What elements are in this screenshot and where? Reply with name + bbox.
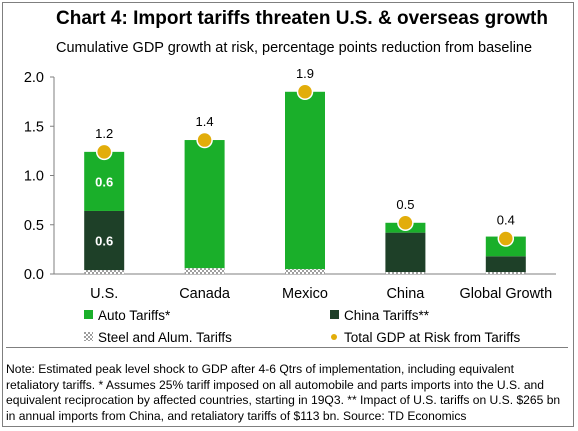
bar-segment-label: 0.6	[95, 174, 113, 189]
legend-swatch-total	[331, 334, 337, 340]
bar-steel	[84, 270, 125, 274]
x-tick-label: Global Growth	[459, 286, 552, 302]
total-label: 0.5	[396, 197, 414, 212]
x-tick-label: China	[386, 286, 425, 302]
total-marker	[497, 230, 515, 247]
chart-frame	[2, 2, 574, 427]
legend-label: China Tariffs**	[344, 308, 430, 323]
total-label: 1.2	[95, 126, 113, 141]
y-tick-label: 1.5	[24, 119, 44, 135]
chart-subtitle: Cumulative GDP growth at risk, percentag…	[56, 40, 533, 56]
bar-steel	[184, 268, 225, 274]
x-tick-label: Canada	[179, 286, 231, 302]
bar-china	[385, 232, 426, 273]
chart-title: Chart 4: Import tariffs threaten U.S. & …	[56, 8, 548, 29]
total-marker	[196, 131, 213, 149]
total-marker	[95, 143, 113, 161]
total-label: 1.4	[196, 114, 214, 129]
total-marker	[296, 83, 314, 101]
total-label: 1.9	[296, 66, 314, 81]
bar-segment-label: 0.6	[95, 234, 113, 249]
bar-steel	[485, 272, 526, 274]
total-marker	[397, 214, 414, 232]
bars: 0.6 0.6	[84, 91, 526, 274]
legend: Auto Tariffs* China Tariffs** Steel and Al…	[84, 308, 521, 345]
bar-auto	[285, 91, 325, 270]
bar-auto	[84, 151, 125, 211]
x-tick-label: Mexico	[282, 286, 328, 302]
legend-swatch-steel	[84, 332, 93, 341]
y-tick-label: 0.5	[24, 218, 44, 234]
bar-steel	[385, 272, 426, 274]
bar-china	[84, 210, 125, 271]
chart-area: 0.0 0.5 1.0 1.5 2.0 U.S. Canada Mexico China Glob…	[24, 66, 556, 345]
bar-auto	[184, 140, 225, 269]
legend-label: Total GDP at Risk from Tariffs	[344, 330, 521, 345]
axes: 0.0 0.5 1.0 1.5 2.0 U.S. Canada Mexico China Glob…	[24, 70, 556, 302]
bar-steel	[285, 269, 325, 274]
y-tick-label: 2.0	[24, 70, 44, 86]
y-tick-label: 1.0	[24, 169, 44, 185]
total-markers: 1.2 1.4 1.9 0.5 0.4	[95, 66, 515, 247]
legend-swatch-china	[330, 310, 339, 319]
legend-swatch-auto	[84, 310, 93, 319]
y-tick-label: 0.0	[24, 267, 44, 283]
bar-china	[485, 256, 526, 273]
x-tick-label: U.S.	[90, 286, 118, 302]
legend-label: Auto Tariffs*	[98, 308, 171, 323]
legend-label: Steel and Alum. Tariffs	[98, 330, 232, 345]
total-label: 0.4	[497, 213, 515, 228]
footnote: Note: Estimated peak level shock to GDP …	[6, 347, 568, 423]
